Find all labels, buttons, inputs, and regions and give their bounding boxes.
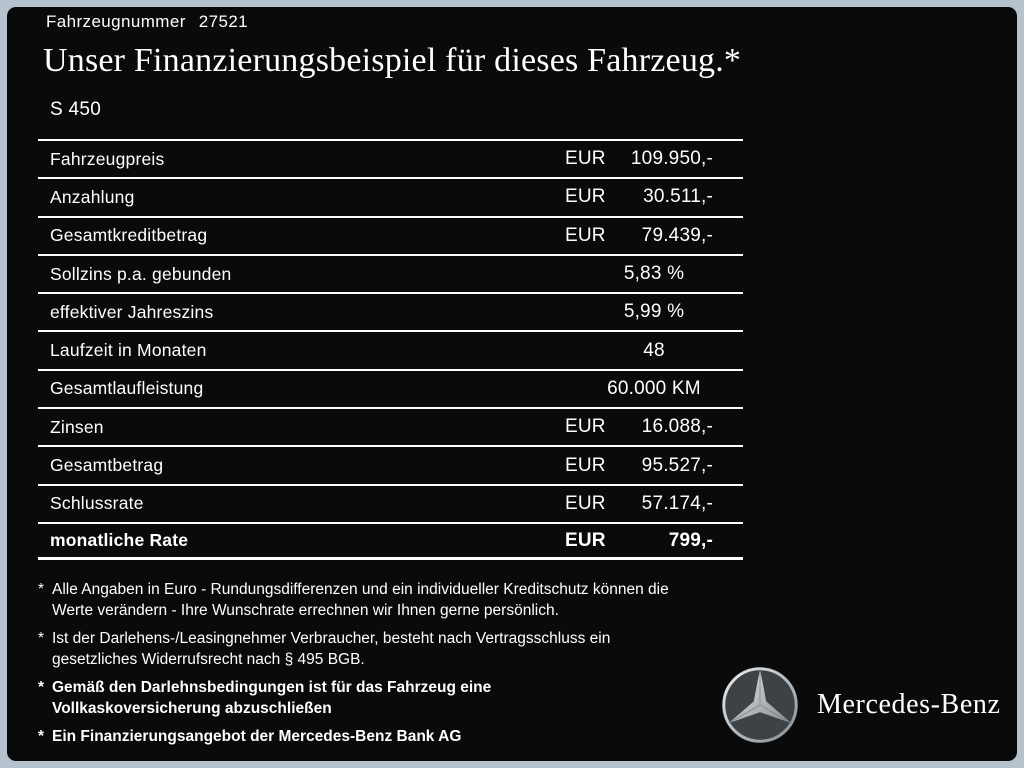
footnote-marker: * xyxy=(38,728,45,745)
row-label: Gesamtbetrag xyxy=(50,455,164,476)
row-value: EUR 57.174,- xyxy=(565,493,743,515)
footnote-text: Gemäß den Darlehnsbedingungen ist für da… xyxy=(52,679,492,717)
currency-code: EUR xyxy=(565,492,606,514)
footnote-text: Ein Finanzierungsangebot der Mercedes-Be… xyxy=(52,728,462,745)
row-value: EUR 799,- xyxy=(565,530,743,552)
table-row: Laufzeit in Monaten 48 xyxy=(38,330,743,368)
table-row: effektiver Jahreszins 5,99 % xyxy=(38,292,743,330)
table-row: monatliche Rate EUR 799,- xyxy=(38,521,743,561)
table-row: Anzahlung EUR 30.511,- xyxy=(38,177,743,215)
row-label: monatliche Rate xyxy=(50,530,189,551)
row-label: Schlussrate xyxy=(50,493,144,514)
amount: 799,- xyxy=(668,529,713,551)
row-value: EUR 79.439,- xyxy=(565,225,743,247)
row-label: Fahrzeugpreis xyxy=(50,148,165,169)
row-label: Gesamtlaufleistung xyxy=(50,378,204,399)
amount: 109.950,- xyxy=(630,148,713,170)
table-row: Sollzins p.a. gebunden 5,83 % xyxy=(38,253,743,292)
vehicle-number-label: Fahrzeugnummer xyxy=(46,12,186,31)
vehicle-model: S 450 xyxy=(50,99,102,120)
row-value: 5,99 % xyxy=(623,301,685,323)
table-row: Zinsen EUR 16.088,- xyxy=(38,407,743,445)
row-value: 48 xyxy=(643,339,665,361)
table-row: Schlussrate EUR 57.174,- xyxy=(38,483,743,522)
brand-block: Mercedes-Benz xyxy=(720,665,1000,745)
amount: 16.088,- xyxy=(641,416,713,438)
currency-code: EUR xyxy=(565,148,606,170)
table-row: Gesamtbetrag EUR 95.527,- xyxy=(38,445,743,483)
footnote: * Ist der Darlehens-/Leasingnehmer Verbra… xyxy=(38,628,750,670)
footnote-text: Ist der Darlehens-/Leasingnehmer Verbrau… xyxy=(52,630,611,668)
currency-code: EUR xyxy=(565,454,606,476)
brand-wordmark: Mercedes-Benz xyxy=(817,689,1001,720)
row-label: Sollzins p.a. gebunden xyxy=(50,263,232,284)
currency-code: EUR xyxy=(565,529,606,551)
row-value: 5,83 % xyxy=(623,263,685,285)
footnote: * Gemäß den Darlehnsbedingungen ist für d… xyxy=(38,677,750,719)
row-value: EUR 30.511,- xyxy=(565,186,743,208)
row-label: Laufzeit in Monaten xyxy=(50,340,207,361)
row-label: Anzahlung xyxy=(50,186,135,207)
currency-code: EUR xyxy=(565,416,606,438)
footnote-marker: * xyxy=(38,679,45,696)
currency-code: EUR xyxy=(565,224,606,246)
vehicle-number-value: 27521 xyxy=(198,12,249,31)
table-row: Gesamtkreditbetrag EUR 79.439,- xyxy=(38,215,743,254)
footnote-text: Alle Angaben in Euro - Rundungsdifferenz… xyxy=(52,581,669,619)
footnotes: * Alle Angaben in Euro - Rundungsdifferen… xyxy=(38,579,750,754)
footnote-marker: * xyxy=(38,581,45,598)
row-label: Zinsen xyxy=(50,416,104,437)
table-row: Fahrzeugpreis EUR 109.950,- xyxy=(38,139,743,177)
footnote: * Ein Finanzierungsangebot der Mercedes-B… xyxy=(38,726,750,747)
row-value: EUR 95.527,- xyxy=(565,455,743,477)
row-value: 60.000 KM xyxy=(607,377,701,399)
amount: 57.174,- xyxy=(641,492,713,514)
amount: 79.439,- xyxy=(641,224,713,246)
footnote: * Alle Angaben in Euro - Rundungsdifferen… xyxy=(38,579,750,621)
page-title: Unser Finanzierungsbeispiel für dieses F… xyxy=(43,42,742,79)
row-value: EUR 109.950,- xyxy=(565,148,743,170)
currency-code: EUR xyxy=(565,186,606,208)
amount: 30.511,- xyxy=(643,186,713,208)
table-row: Gesamtlaufleistung 60.000 KM xyxy=(38,368,743,407)
row-label: effektiver Jahreszins xyxy=(50,301,214,322)
vehicle-number: Fahrzeugnummer 27521 xyxy=(46,12,248,32)
mercedes-star-logo xyxy=(722,667,798,743)
amount: 95.527,- xyxy=(641,454,713,476)
row-label: Gesamtkreditbetrag xyxy=(50,225,208,246)
finance-table: Fahrzeugpreis EUR 109.950,- Anzahlung EUR 30.… xyxy=(38,139,743,561)
row-value: EUR 16.088,- xyxy=(565,416,743,438)
footnote-marker: * xyxy=(38,630,45,647)
finance-sheet: Fahrzeugnummer 27521 Unser Finanzierungsb… xyxy=(7,7,1017,761)
